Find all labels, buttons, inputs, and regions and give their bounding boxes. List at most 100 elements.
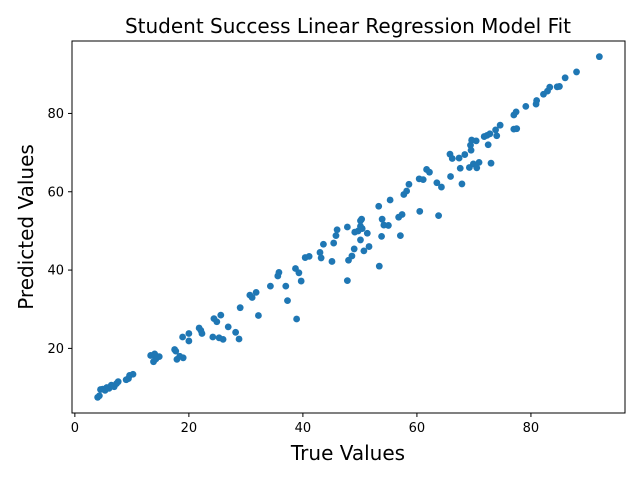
data-point	[556, 83, 563, 90]
data-point	[179, 333, 187, 341]
data-point	[305, 252, 313, 260]
y-tick-label: 20	[47, 342, 64, 357]
data-point	[252, 288, 260, 296]
data-point	[348, 252, 356, 260]
axes-layer: 0 20 40 60 80 20 40 60 80	[47, 40, 626, 436]
data-point	[426, 168, 433, 176]
data-point	[236, 304, 244, 312]
data-point	[185, 330, 193, 337]
data-point	[487, 159, 495, 167]
data-point	[328, 258, 336, 265]
data-point	[114, 378, 122, 386]
data-point	[248, 294, 256, 301]
chart-title: Student Success Linear Regression Model …	[125, 14, 571, 38]
data-point	[486, 130, 494, 138]
data-point	[546, 83, 554, 91]
data-point	[419, 176, 427, 184]
data-point	[447, 173, 454, 180]
data-point	[357, 236, 364, 244]
data-point	[172, 347, 180, 355]
data-point	[416, 207, 424, 215]
data-point	[332, 232, 340, 240]
data-point	[561, 74, 569, 82]
data-point	[295, 269, 303, 277]
data-point	[219, 335, 227, 343]
y-tick-label: 80	[47, 107, 64, 122]
data-point	[573, 68, 580, 76]
data-point	[317, 254, 325, 262]
data-point	[461, 151, 469, 158]
data-point	[330, 239, 338, 247]
data-point	[185, 337, 193, 345]
data-point	[255, 312, 262, 319]
plot-frame	[71, 40, 626, 414]
data-point	[360, 247, 368, 255]
data-point	[467, 141, 474, 149]
data-point	[224, 323, 232, 331]
points-layer	[94, 53, 603, 401]
data-point	[385, 222, 392, 229]
data-point	[267, 282, 274, 290]
data-point	[455, 154, 463, 162]
data-point	[284, 297, 291, 305]
data-point	[467, 146, 475, 154]
data-point	[213, 318, 221, 326]
data-point	[316, 249, 324, 256]
data-point	[472, 137, 480, 145]
data-point	[343, 223, 351, 231]
data-point	[512, 108, 520, 116]
data-point	[496, 121, 504, 129]
data-point	[209, 333, 217, 341]
data-point	[198, 330, 206, 337]
data-point	[595, 53, 603, 61]
data-point	[297, 277, 305, 285]
data-point	[433, 179, 441, 187]
data-point	[282, 282, 290, 290]
data-point	[513, 125, 521, 133]
data-point	[438, 183, 445, 191]
data-point	[365, 243, 373, 250]
data-point	[95, 392, 103, 400]
data-point	[375, 202, 383, 210]
data-point	[155, 353, 163, 361]
data-point	[179, 354, 187, 362]
data-point	[475, 158, 483, 166]
data-point	[396, 232, 404, 240]
data-point	[533, 97, 541, 104]
data-point	[456, 164, 464, 172]
data-point	[333, 226, 341, 234]
y-tick-label: 40	[47, 264, 64, 279]
data-point	[458, 180, 466, 188]
x-tick-label: 80	[523, 421, 540, 436]
data-point	[492, 126, 499, 134]
data-point	[293, 315, 301, 323]
data-point	[350, 245, 358, 253]
data-point	[448, 155, 456, 162]
data-point	[363, 229, 371, 237]
data-point	[493, 132, 501, 140]
data-point	[435, 212, 442, 220]
data-point	[235, 335, 243, 343]
data-point	[473, 164, 481, 172]
data-point	[275, 269, 283, 276]
data-point	[232, 328, 240, 336]
y-axis-title: Predicted Values	[14, 144, 38, 310]
data-point	[403, 187, 411, 195]
x-tick-label: 40	[295, 421, 312, 436]
data-point	[320, 240, 327, 248]
data-point	[343, 277, 351, 285]
data-point	[375, 262, 383, 270]
data-point	[378, 233, 385, 240]
data-point	[129, 370, 137, 378]
x-axis-title: True Values	[290, 441, 405, 465]
x-tick-label: 60	[409, 421, 426, 436]
data-point	[522, 102, 530, 110]
data-point	[484, 141, 492, 149]
x-tick-label: 0	[71, 421, 79, 436]
data-point	[217, 311, 225, 319]
data-point	[358, 215, 366, 223]
data-point	[405, 180, 413, 188]
data-point	[378, 215, 386, 223]
